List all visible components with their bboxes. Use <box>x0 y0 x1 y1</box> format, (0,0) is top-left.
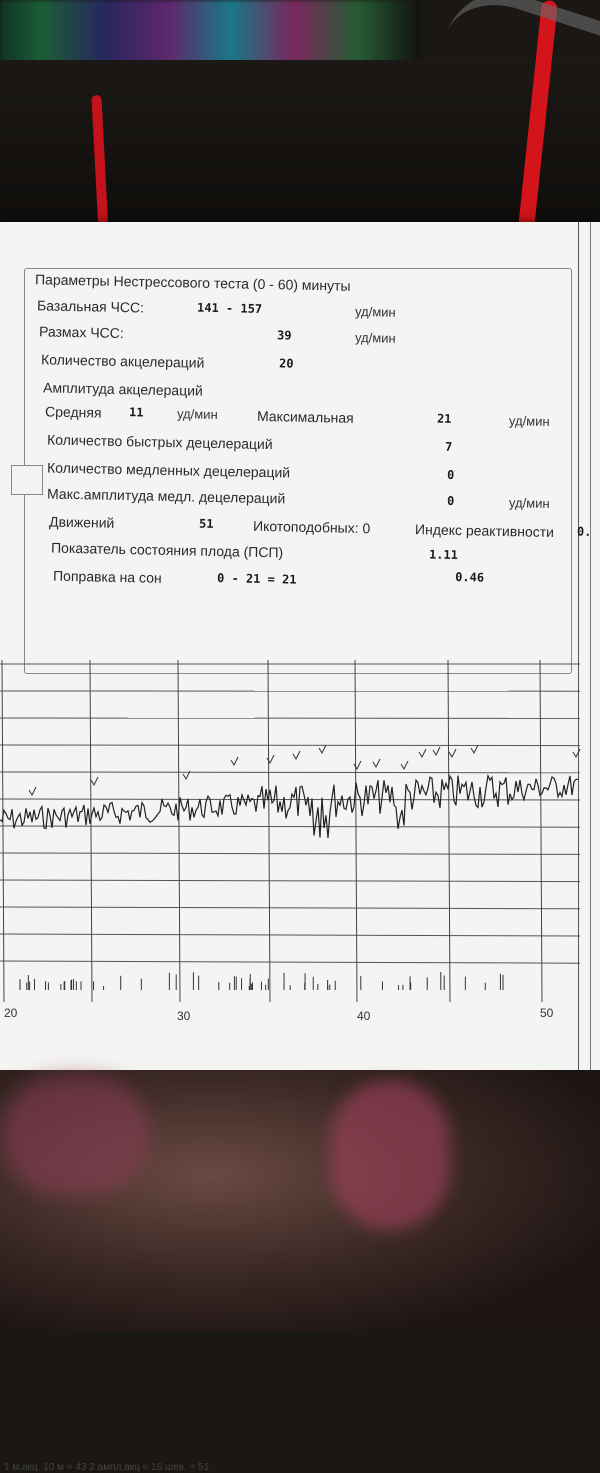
sleep-corr-label: Поправка на сон <box>53 568 162 586</box>
mean-label: Средняя <box>45 403 102 420</box>
sleep-corr-value: 0 - 21 = 21 <box>217 571 297 587</box>
x-tick-50: 50 <box>540 1006 553 1020</box>
slow-decel-value: 0 <box>447 468 455 482</box>
ctg-trace-svg <box>0 652 600 1072</box>
grid-line-h <box>0 772 580 773</box>
max-slow-decel-value: 0 <box>447 494 455 508</box>
grid-line-h <box>0 745 580 746</box>
accel-mark <box>433 747 440 755</box>
max-unit: уд/мин <box>509 413 550 429</box>
ctg-chart: 20 30 40 50 1 м.акц. 10 м = 43 2 ампл.ак… <box>0 652 600 1072</box>
mean-unit: уд/мин <box>177 406 218 422</box>
hiccups-label: Икотоподобных: 0 <box>253 518 371 536</box>
hr-range-unit: уд/мин <box>355 330 396 346</box>
basal-hr-unit: уд/мин <box>355 304 396 320</box>
accel-amp-label: Амплитуда акцелераций <box>43 379 203 398</box>
grid-line-v <box>2 660 4 1002</box>
basal-hr-label: Базальная ЧСС: <box>37 297 144 315</box>
fetal-state-value: 1.11 <box>429 547 458 562</box>
mean-value: 11 <box>129 405 144 419</box>
chart-footer-note: 1 м.акц. 10 м = 43 2 ампл.акц = 16 шев. … <box>4 1462 209 1473</box>
slow-decel-label: Количество медленных децелераций <box>47 459 290 480</box>
sleep-corr-extra: 0.46 <box>455 570 484 585</box>
grid-line-h <box>0 934 580 936</box>
ctg-printout: Параметры Нестрессового теста (0 - 60) м… <box>0 222 600 1072</box>
fast-decel-label: Количество быстрых децелераций <box>47 431 273 452</box>
parameters-box: Параметры Нестрессового теста (0 - 60) м… <box>24 268 572 674</box>
params-title: Параметры Нестрессового теста (0 - 60) м… <box>35 271 351 294</box>
basal-hr-value: 141 - 157 <box>197 301 262 316</box>
max-label: Максимальная <box>257 408 354 426</box>
accel-count-label: Количество акцелераций <box>41 351 205 370</box>
grid-line-h <box>0 826 580 827</box>
accel-mark <box>293 751 300 759</box>
grid-line-h <box>0 853 580 854</box>
grid-line-v <box>448 660 450 1002</box>
hr-range-label: Размах ЧСС: <box>39 323 124 341</box>
max-value: 21 <box>437 412 452 426</box>
accel-mark <box>319 745 326 753</box>
grid-line-h <box>0 961 580 963</box>
accel-mark <box>267 755 274 763</box>
max-slow-decel-unit: уд/мин <box>509 495 550 511</box>
accel-mark <box>29 787 36 795</box>
grid-line-v <box>268 660 270 1002</box>
grid-line-h <box>0 907 580 909</box>
fast-decel-value: 7 <box>445 440 453 454</box>
grid-line-h <box>0 880 580 882</box>
hr-range-value: 39 <box>277 328 292 342</box>
x-tick-40: 40 <box>357 1009 370 1023</box>
accel-mark <box>449 749 456 757</box>
finger <box>330 1080 450 1230</box>
accel-count-value: 20 <box>279 356 294 370</box>
grid-line-h <box>0 799 580 800</box>
movements-label: Движений <box>49 514 115 531</box>
accel-mark <box>419 749 426 757</box>
accel-mark <box>373 759 380 767</box>
x-tick-30: 30 <box>177 1009 190 1023</box>
accel-mark <box>471 745 478 753</box>
grid-line-v <box>90 660 92 1002</box>
grid-line-v <box>355 660 357 1002</box>
accel-mark <box>91 777 98 785</box>
accel-mark <box>354 761 361 769</box>
accel-mark <box>231 757 238 765</box>
finger <box>0 1075 150 1195</box>
fhr-trace <box>0 776 578 838</box>
grid-line-v <box>178 660 180 1002</box>
accel-mark <box>401 761 408 769</box>
grid-line-v <box>540 660 542 1002</box>
accel-mark <box>573 749 580 757</box>
movements-value: 51 <box>199 517 214 531</box>
reactivity-value: 0. <box>577 525 592 539</box>
reactivity-label: Индекс реактивности <box>415 521 554 540</box>
x-tick-20: 20 <box>4 1006 17 1020</box>
